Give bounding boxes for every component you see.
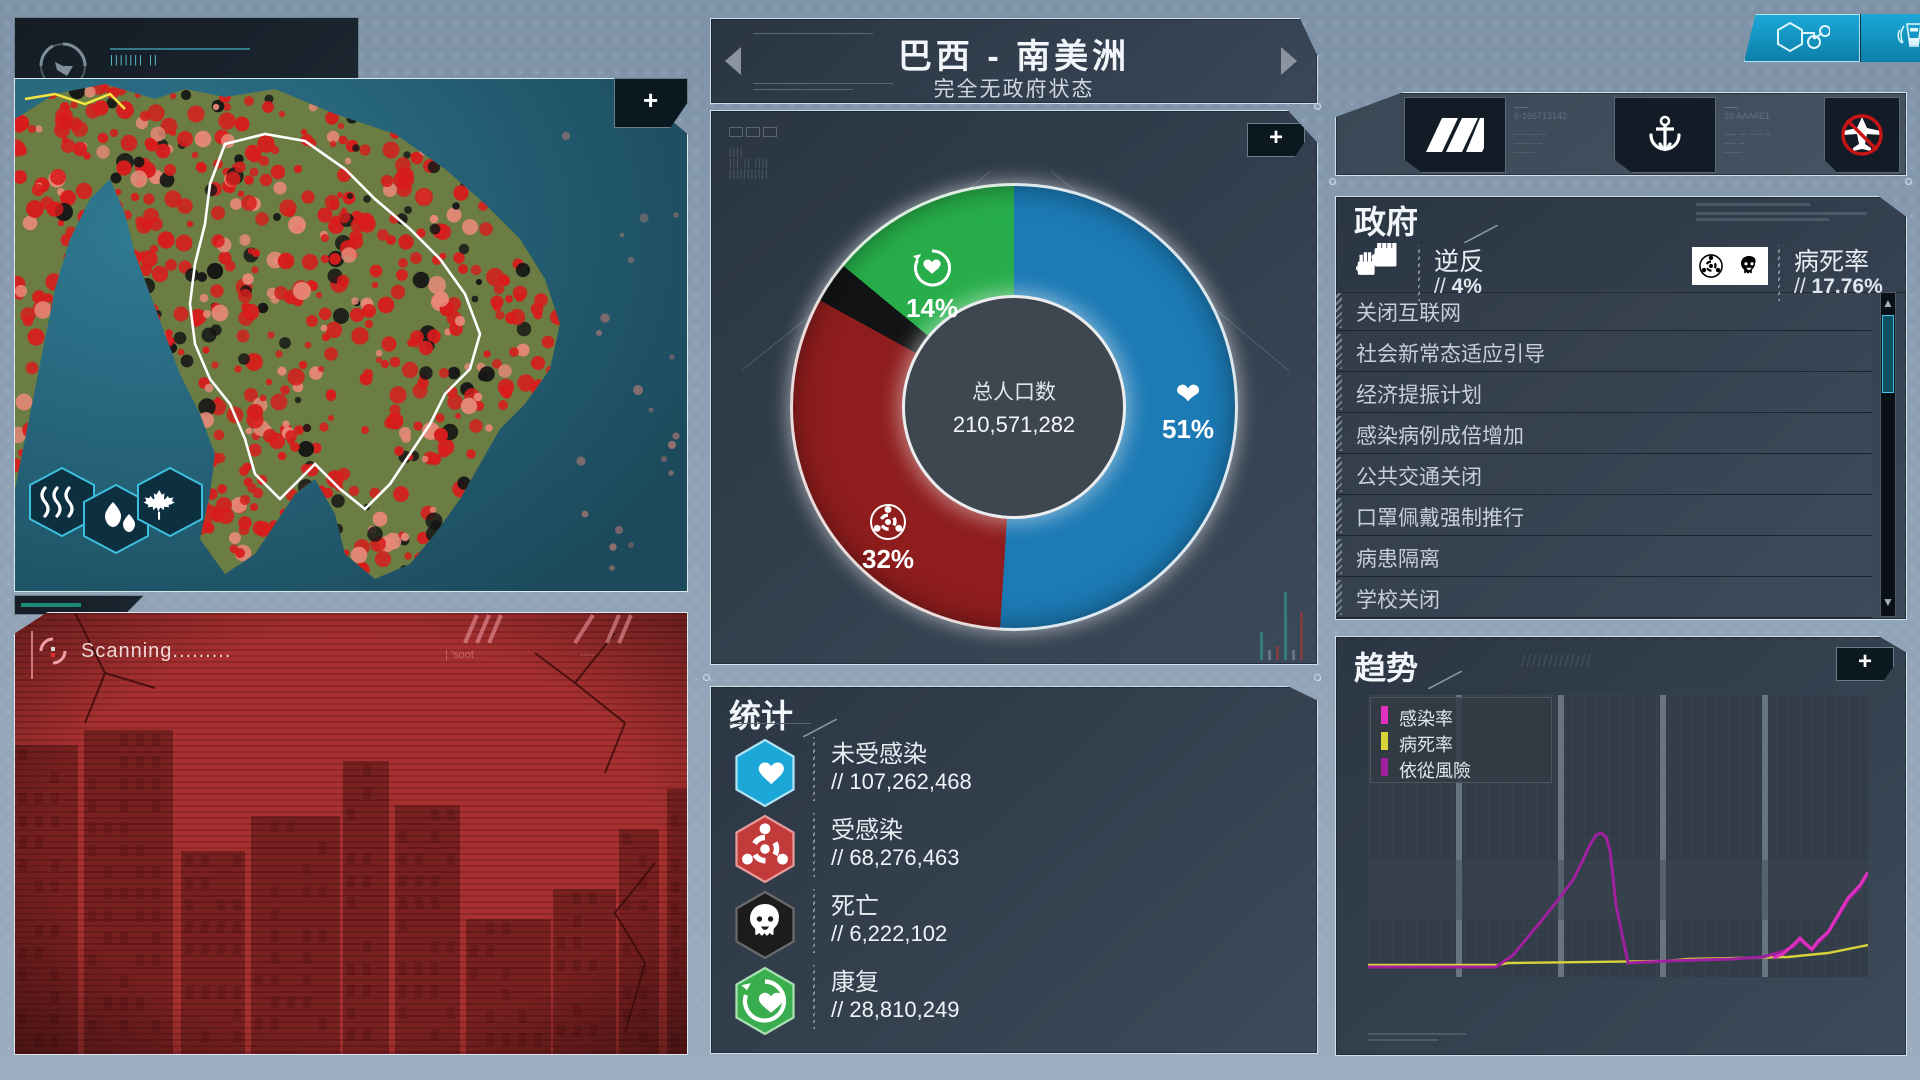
svg-text:| 'soot: | 'soot	[445, 649, 474, 661]
svg-text:----: ----	[580, 649, 595, 661]
